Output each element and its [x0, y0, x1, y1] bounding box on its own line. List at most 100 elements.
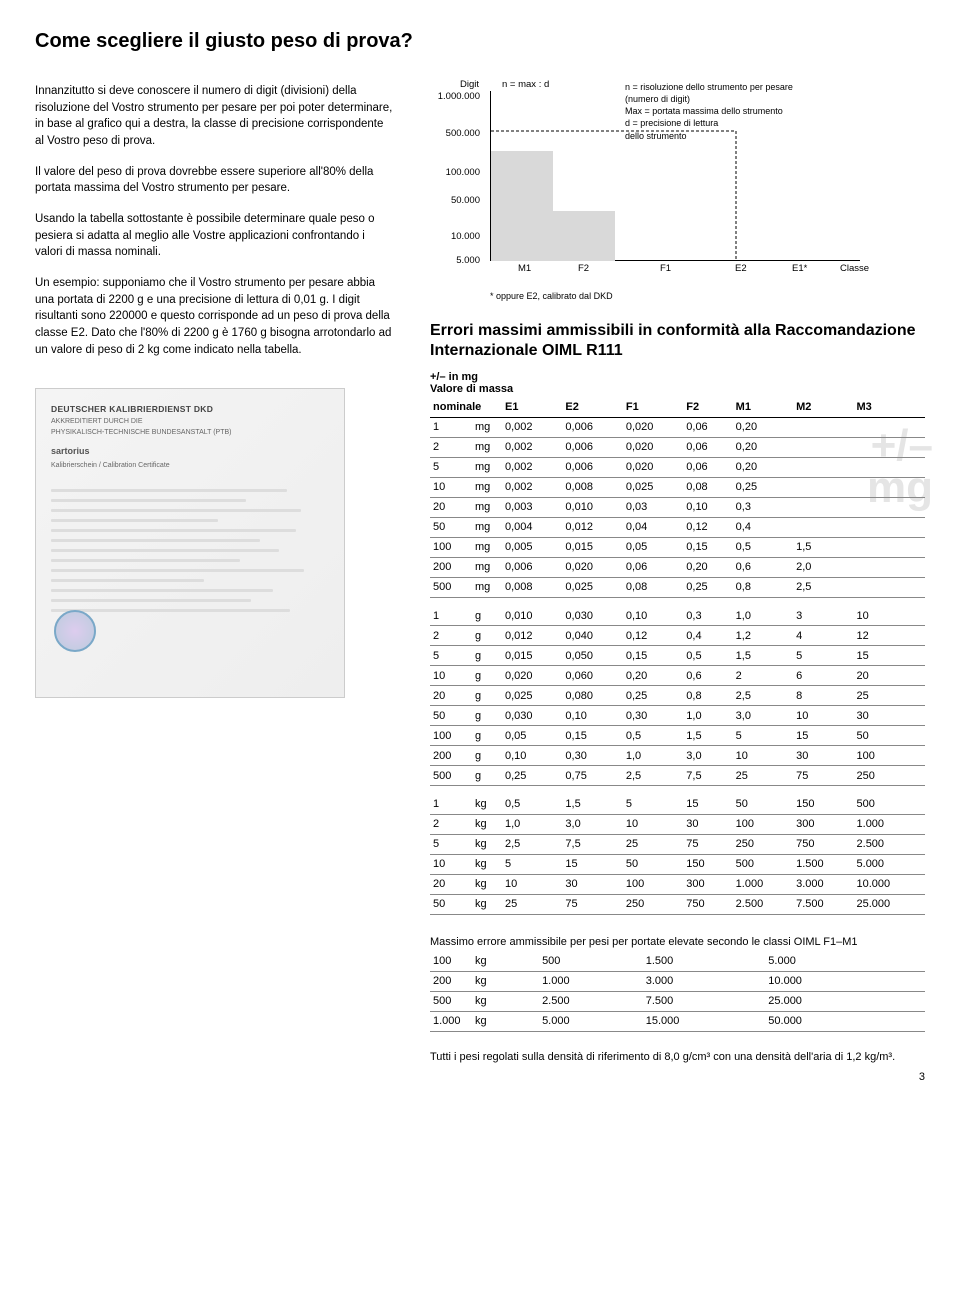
cell: 1.000: [539, 971, 643, 991]
th: M3: [854, 397, 925, 417]
cell: 0,15: [683, 537, 732, 557]
cell: 0,5: [502, 786, 562, 815]
cell: 750: [793, 834, 853, 854]
table-row: 10kg515501505001.5005.000: [430, 854, 925, 874]
cell: 0,050: [562, 646, 622, 666]
cell: 50: [733, 786, 793, 815]
cell: 0,8: [733, 577, 793, 597]
table-row: 2mg0,0020,0060,0200,060,20: [430, 437, 925, 457]
intro-p2: Il valore del peso di prova dovrebbe ess…: [35, 164, 395, 197]
cell: 2: [733, 666, 793, 686]
cell: 10: [430, 854, 472, 874]
cell: 0,4: [683, 626, 732, 646]
cell: 4: [793, 626, 853, 646]
cell: 500: [854, 786, 925, 815]
errors-heading: Errori massimi ammissibili in conformità…: [430, 321, 925, 361]
cell: 1: [430, 597, 472, 626]
cell: 1.500: [643, 952, 766, 972]
cell: [854, 457, 925, 477]
cell: 0,002: [502, 417, 562, 437]
cell: 2,5: [502, 834, 562, 854]
cell: 0,06: [683, 437, 732, 457]
cell: 30: [793, 746, 853, 766]
cell: [793, 417, 853, 437]
cell: mg: [472, 537, 502, 557]
cell: [854, 557, 925, 577]
cell: 0,25: [502, 766, 562, 786]
page-number: 3: [430, 1071, 925, 1083]
cell: [906, 991, 925, 1011]
cell: 15: [683, 786, 732, 815]
table-row: 1kg0,51,551550150500: [430, 786, 925, 815]
cell: 10.000: [765, 971, 888, 991]
cell: [854, 477, 925, 497]
cell: 0,06: [683, 417, 732, 437]
cell: 0,002: [502, 437, 562, 457]
cell: 0,004: [502, 517, 562, 537]
page-title: Come scegliere il giusto peso di prova?: [35, 30, 925, 53]
cell: 0,020: [502, 666, 562, 686]
cell: [888, 952, 907, 972]
cell: g: [472, 766, 502, 786]
cell: 0,20: [683, 557, 732, 577]
cell: 15.000: [643, 1011, 766, 1031]
cell: 0,003: [502, 497, 562, 517]
heavy-heading: Massimo errore ammissibile per pesi per …: [430, 935, 925, 950]
cell: [906, 1011, 925, 1031]
cell: mg: [472, 457, 502, 477]
cell: [854, 417, 925, 437]
cell: 0,10: [502, 746, 562, 766]
cell: 3.000: [793, 874, 853, 894]
cell: 50.000: [765, 1011, 888, 1031]
cell: 6: [793, 666, 853, 686]
cell: 0,008: [562, 477, 622, 497]
cell: 500: [430, 577, 472, 597]
x-tick: F1: [660, 263, 671, 274]
cell: 0,25: [733, 477, 793, 497]
th-nominale: nominale: [430, 397, 502, 417]
th: E2: [562, 397, 622, 417]
cell: 30: [683, 814, 732, 834]
cell: 15: [854, 646, 925, 666]
table-row: 1g0,0100,0300,100,31,0310: [430, 597, 925, 626]
cell: 0,005: [502, 537, 562, 557]
cell: [888, 991, 907, 1011]
cell: 2,5: [733, 686, 793, 706]
cell: 250: [623, 894, 683, 914]
cell: 12: [854, 626, 925, 646]
cell: kg: [472, 814, 502, 834]
cell: 10: [430, 666, 472, 686]
cell: 7.500: [793, 894, 853, 914]
chart-footnote: * oppure E2, calibrato dal DKD: [490, 291, 925, 301]
cell: 0,060: [562, 666, 622, 686]
cell: 7.500: [643, 991, 766, 1011]
cell: 7,5: [683, 766, 732, 786]
cell: 0,05: [502, 726, 562, 746]
intro-p3: Usando la tabella sottostante è possibil…: [35, 211, 395, 261]
table-row: 200kg1.0003.00010.000: [430, 971, 925, 991]
table-header-row: nominaleE1E2F1F2M1M2M3: [430, 397, 925, 417]
cell: 75: [683, 834, 732, 854]
cell: 2.500: [733, 894, 793, 914]
cell: mg: [472, 437, 502, 457]
cell: 100: [854, 746, 925, 766]
cell: 50: [623, 854, 683, 874]
table-row: 50mg0,0040,0120,040,120,4: [430, 517, 925, 537]
cell: 1.500: [793, 854, 853, 874]
cell: 200: [430, 971, 472, 991]
cell: 1,5: [683, 726, 732, 746]
y-tick: 100.000: [425, 167, 480, 178]
x-tick: E2: [735, 263, 747, 274]
cell: g: [472, 706, 502, 726]
cell: 10: [854, 597, 925, 626]
th: E1: [502, 397, 562, 417]
cell: 10: [430, 477, 472, 497]
valore-line: Valore di massa: [430, 383, 925, 395]
table-row: 5g0,0150,0500,150,51,5515: [430, 646, 925, 666]
table-row: 50kg25752507502.5007.50025.000: [430, 894, 925, 914]
cell: 1,5: [793, 537, 853, 557]
cell: 0,4: [733, 517, 793, 537]
cell: 0,015: [562, 537, 622, 557]
cell: 0,8: [683, 686, 732, 706]
cell: 5: [502, 854, 562, 874]
